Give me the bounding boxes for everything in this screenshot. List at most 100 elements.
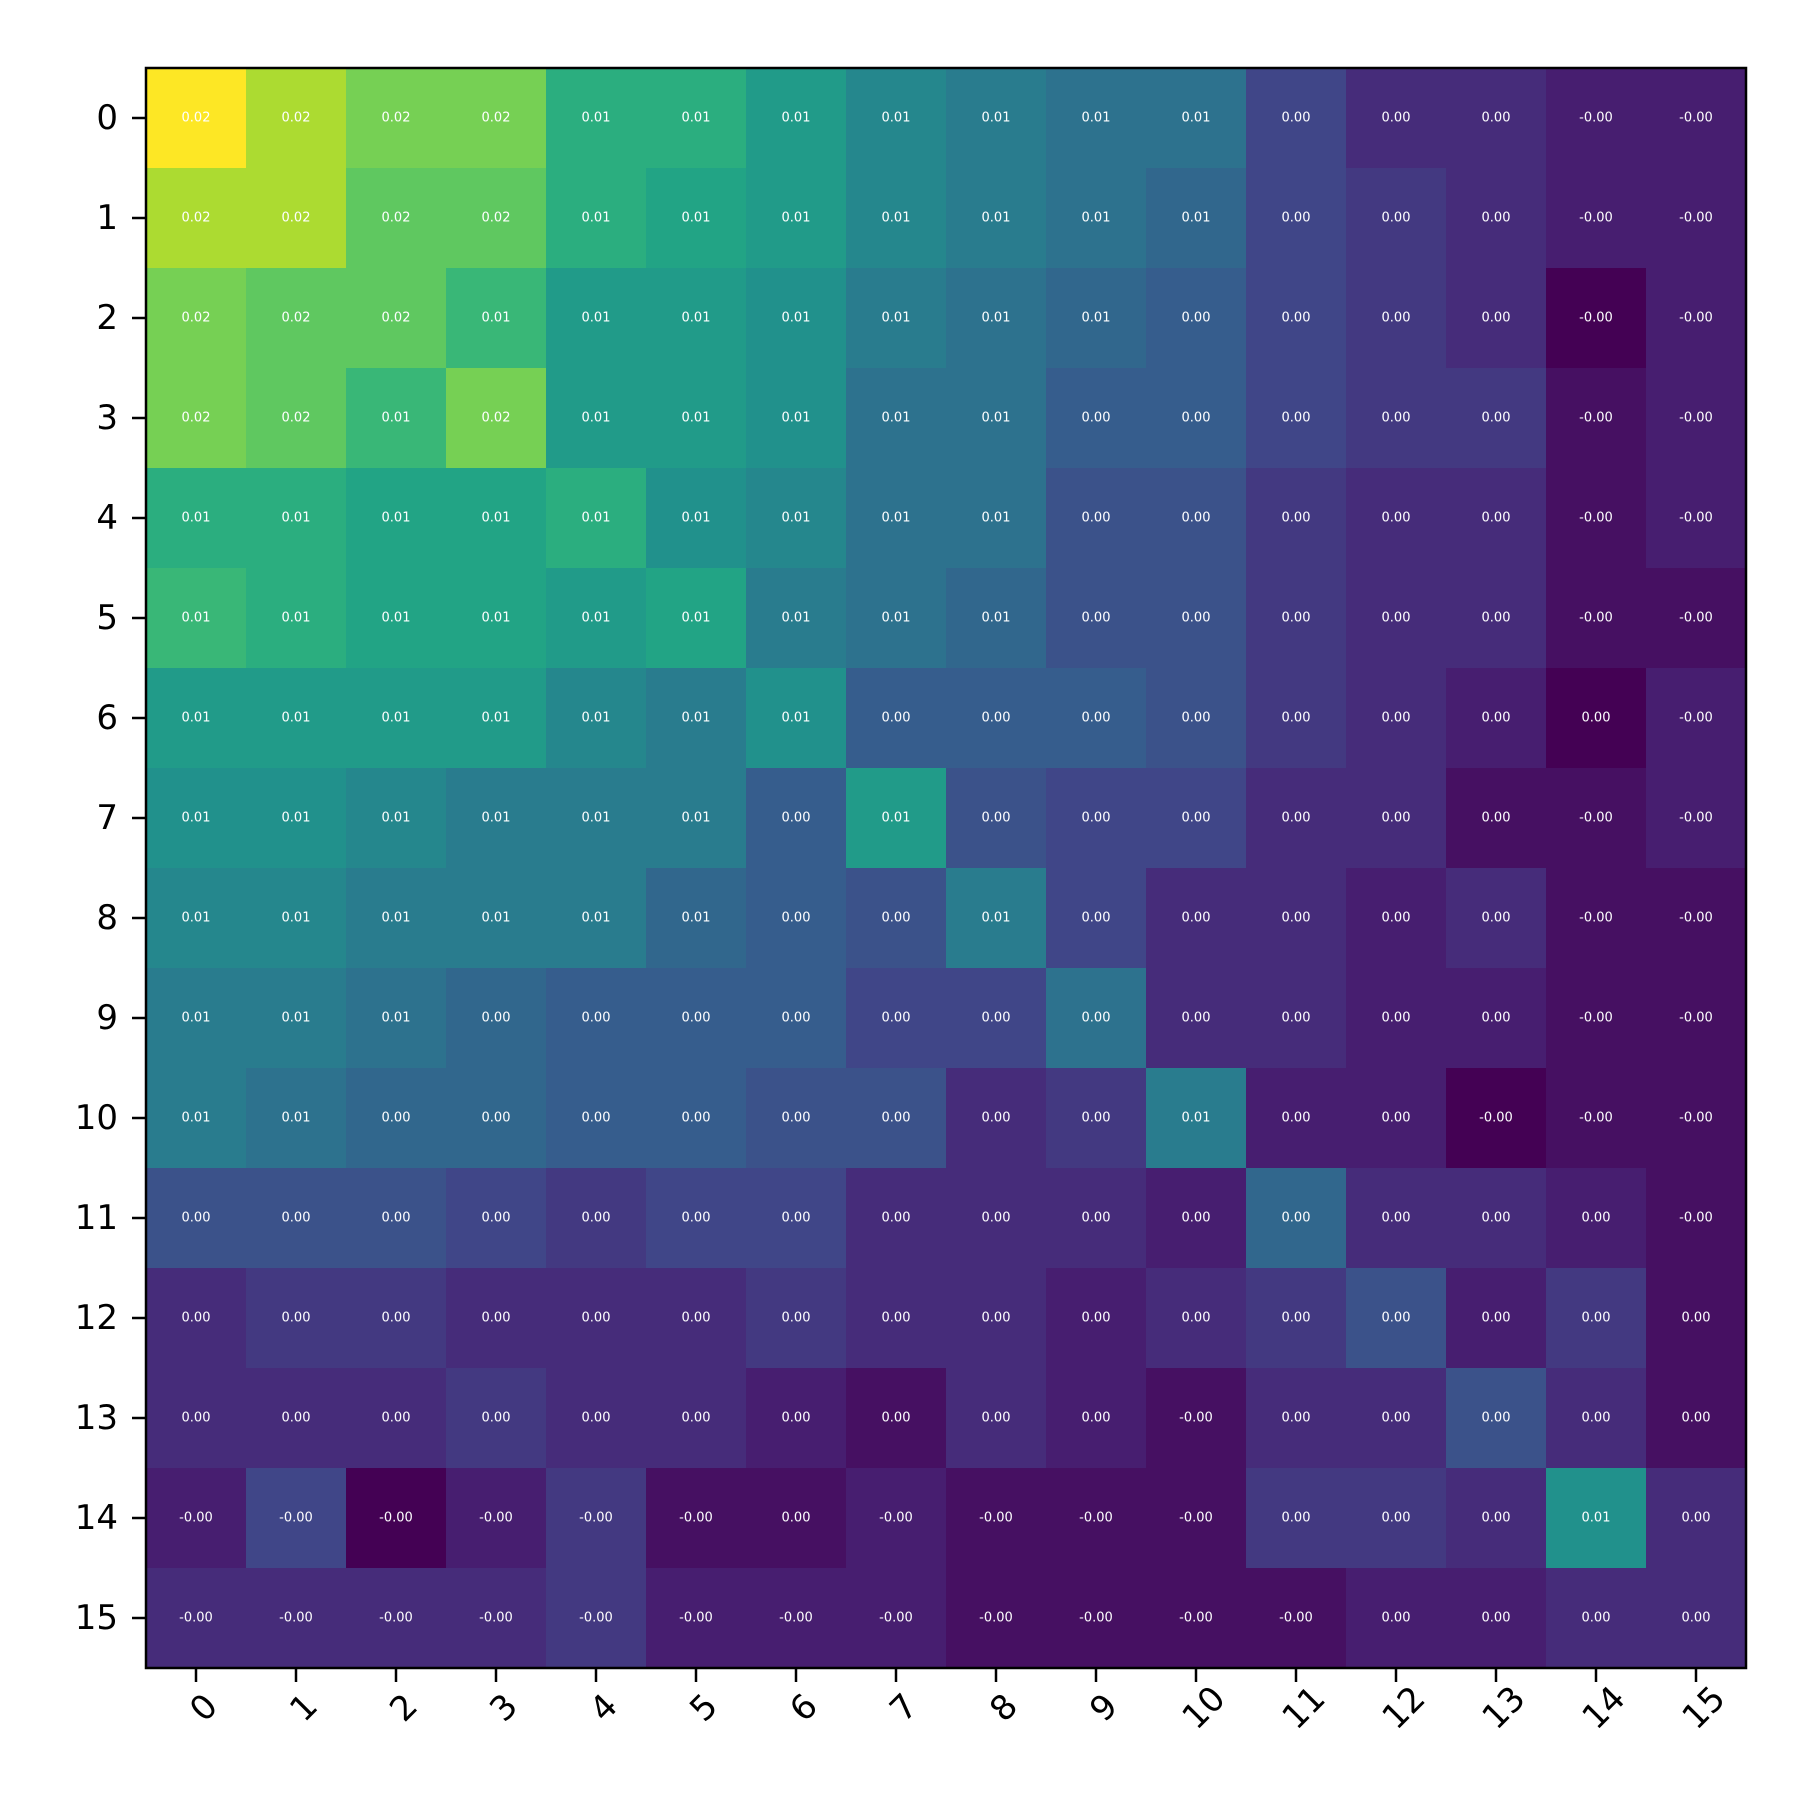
cell-value-label-r5-c14: -0.00 bbox=[1579, 611, 1613, 626]
heatmap-cell-r10-c11 bbox=[1246, 1068, 1347, 1169]
heatmap-cell-r13-c10 bbox=[1146, 1368, 1247, 1469]
heatmap-cell-r14-c3 bbox=[446, 1468, 547, 1569]
heatmap-cell-r6-c14 bbox=[1546, 668, 1647, 769]
heatmap-cell-r10-c8 bbox=[946, 1068, 1047, 1169]
heatmap-cell-r9-c4 bbox=[546, 968, 647, 1069]
y-tick-label-6: 6 bbox=[96, 698, 118, 738]
cell-value-label-r2-c11: 0.00 bbox=[1282, 311, 1311, 326]
heatmap-cell-r9-c14 bbox=[1546, 968, 1647, 1069]
heatmap-cell-r5-c1 bbox=[246, 568, 347, 669]
heatmap-cell-r15-c1 bbox=[246, 1568, 347, 1669]
cell-value-label-r13-c7: 0.00 bbox=[882, 1411, 911, 1426]
cell-value-label-r9-c2: 0.01 bbox=[382, 1011, 411, 1026]
heatmap-cell-r7-c12 bbox=[1346, 768, 1447, 869]
cell-value-label-r2-c4: 0.01 bbox=[582, 311, 611, 326]
heatmap-cell-r11-c1 bbox=[246, 1168, 347, 1269]
heatmap-cell-r6-c12 bbox=[1346, 668, 1447, 769]
heatmap-cell-r4-c10 bbox=[1146, 468, 1247, 569]
cell-value-label-r2-c10: 0.00 bbox=[1182, 311, 1211, 326]
cell-value-label-r9-c9: 0.00 bbox=[1082, 1011, 1111, 1026]
cell-value-label-r13-c2: 0.00 bbox=[382, 1411, 411, 1426]
cell-value-label-r9-c1: 0.01 bbox=[282, 1011, 311, 1026]
cell-value-label-r8-c6: 0.00 bbox=[782, 911, 811, 926]
heatmap-cell-r14-c4 bbox=[546, 1468, 647, 1569]
cell-value-label-r14-c13: 0.00 bbox=[1482, 1511, 1511, 1526]
cell-value-label-r3-c4: 0.01 bbox=[582, 411, 611, 426]
cell-value-label-r10-c3: 0.00 bbox=[482, 1111, 511, 1126]
cell-value-label-r1-c12: 0.00 bbox=[1382, 211, 1411, 226]
heatmap-cell-r3-c14 bbox=[1546, 368, 1647, 469]
heatmap-cell-r6-c0 bbox=[146, 668, 247, 769]
cell-value-label-r11-c11: 0.00 bbox=[1282, 1211, 1311, 1226]
cell-value-label-r14-c10: -0.00 bbox=[1179, 1511, 1213, 1526]
heatmap-cell-r13-c13 bbox=[1446, 1368, 1547, 1469]
cell-value-label-r10-c1: 0.01 bbox=[282, 1111, 311, 1126]
cell-value-label-r6-c13: 0.00 bbox=[1482, 711, 1511, 726]
heatmap-cell-r0-c0 bbox=[146, 68, 247, 169]
heatmap-cell-r5-c4 bbox=[546, 568, 647, 669]
cell-value-label-r8-c12: 0.00 bbox=[1382, 911, 1411, 926]
cell-value-label-r3-c0: 0.02 bbox=[182, 411, 211, 426]
cell-value-label-r14-c14: 0.01 bbox=[1582, 1511, 1611, 1526]
cell-value-label-r3-c13: 0.00 bbox=[1482, 411, 1511, 426]
heatmap-cell-r12-c12 bbox=[1346, 1268, 1447, 1369]
heatmap-cell-r11-c11 bbox=[1246, 1168, 1347, 1269]
heatmap-cell-r4-c7 bbox=[846, 468, 947, 569]
heatmap-cell-r6-c8 bbox=[946, 668, 1047, 769]
heatmap-cell-r5-c12 bbox=[1346, 568, 1447, 669]
heatmap-cell-r1-c9 bbox=[1046, 168, 1147, 269]
heatmap-cell-r12-c10 bbox=[1146, 1268, 1247, 1369]
cell-value-label-r0-c2: 0.02 bbox=[382, 111, 411, 126]
heatmap-cell-r9-c2 bbox=[346, 968, 447, 1069]
heatmap-cell-r3-c1 bbox=[246, 368, 347, 469]
heatmap-cell-r3-c4 bbox=[546, 368, 647, 469]
cell-value-label-r5-c4: 0.01 bbox=[582, 611, 611, 626]
y-tick-label-10: 10 bbox=[75, 1098, 118, 1138]
y-tick-label-0: 0 bbox=[96, 98, 118, 138]
cell-value-label-r11-c10: 0.00 bbox=[1182, 1211, 1211, 1226]
heatmap-cell-r3-c12 bbox=[1346, 368, 1447, 469]
cell-value-label-r11-c3: 0.00 bbox=[482, 1211, 511, 1226]
cell-value-label-r12-c5: 0.00 bbox=[682, 1311, 711, 1326]
heatmap-cell-r8-c0 bbox=[146, 868, 247, 969]
heatmap-cell-r12-c5 bbox=[646, 1268, 747, 1369]
cell-value-label-r3-c9: 0.00 bbox=[1082, 411, 1111, 426]
cell-value-label-r9-c7: 0.00 bbox=[882, 1011, 911, 1026]
heatmap-cell-r1-c5 bbox=[646, 168, 747, 269]
heatmap-cell-r7-c10 bbox=[1146, 768, 1247, 869]
cell-value-label-r14-c7: -0.00 bbox=[879, 1511, 913, 1526]
y-tick-label-13: 13 bbox=[75, 1398, 118, 1438]
heatmap-cell-r10-c10 bbox=[1146, 1068, 1247, 1169]
cell-value-label-r8-c7: 0.00 bbox=[882, 911, 911, 926]
heatmap-cell-r13-c4 bbox=[546, 1368, 647, 1469]
cell-value-label-r10-c14: -0.00 bbox=[1579, 1111, 1613, 1126]
cell-value-label-r13-c5: 0.00 bbox=[682, 1411, 711, 1426]
cell-value-label-r8-c3: 0.01 bbox=[482, 911, 511, 926]
cell-value-label-r15-c6: -0.00 bbox=[779, 1611, 813, 1626]
heatmap-cell-r1-c2 bbox=[346, 168, 447, 269]
heatmap-cell-r13-c0 bbox=[146, 1368, 247, 1469]
cell-value-label-r7-c10: 0.00 bbox=[1182, 811, 1211, 826]
heatmap-cell-r3-c7 bbox=[846, 368, 947, 469]
heatmap-cell-r9-c1 bbox=[246, 968, 347, 1069]
cell-value-label-r0-c7: 0.01 bbox=[882, 111, 911, 126]
heatmap-cell-r10-c9 bbox=[1046, 1068, 1147, 1169]
cell-value-label-r8-c5: 0.01 bbox=[682, 911, 711, 926]
heatmap-cell-r9-c12 bbox=[1346, 968, 1447, 1069]
cell-value-label-r2-c12: 0.00 bbox=[1382, 311, 1411, 326]
cell-value-label-r4-c9: 0.00 bbox=[1082, 511, 1111, 526]
cell-value-label-r6-c14: 0.00 bbox=[1582, 711, 1611, 726]
heatmap-cell-r11-c7 bbox=[846, 1168, 947, 1269]
heatmap-cell-r4-c9 bbox=[1046, 468, 1147, 569]
heatmap-cell-r6-c6 bbox=[746, 668, 847, 769]
cell-value-label-r3-c11: 0.00 bbox=[1282, 411, 1311, 426]
cell-value-label-r12-c0: 0.00 bbox=[182, 1311, 211, 1326]
heatmap-cell-r15-c9 bbox=[1046, 1568, 1147, 1669]
heatmap-cell-r12-c1 bbox=[246, 1268, 347, 1369]
heatmap-cell-r9-c13 bbox=[1446, 968, 1547, 1069]
heatmap-cell-r2-c12 bbox=[1346, 268, 1447, 369]
heatmap-cell-r4-c5 bbox=[646, 468, 747, 569]
cell-value-label-r10-c13: -0.00 bbox=[1479, 1111, 1513, 1126]
heatmap-cell-r0-c9 bbox=[1046, 68, 1147, 169]
